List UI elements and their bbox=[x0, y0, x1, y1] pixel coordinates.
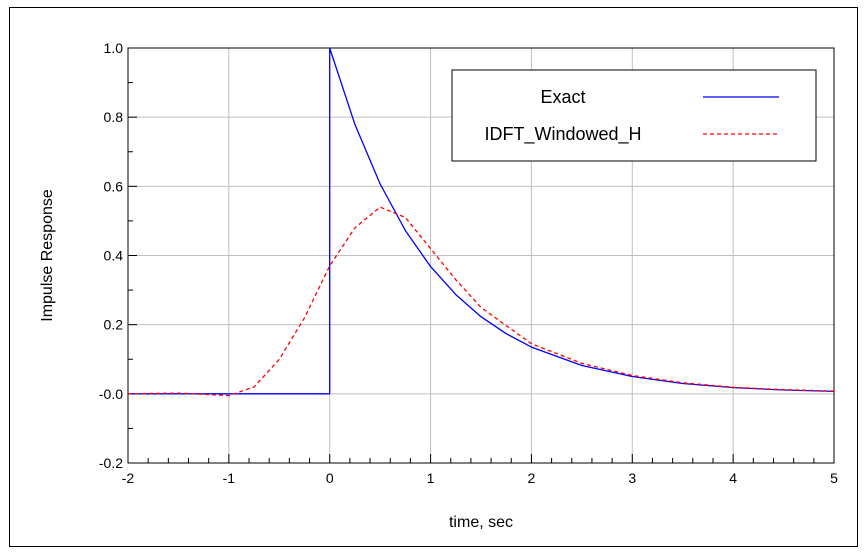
x-tick-label: 5 bbox=[830, 470, 838, 486]
x-tick-label: -2 bbox=[122, 470, 135, 486]
legend: Exact IDFT_Windowed_H bbox=[451, 69, 817, 162]
y-tick-label: 0.4 bbox=[104, 248, 124, 264]
tick-labels: -2 -1 0 1 2 3 4 5 -0.2 -0.0 0.2 0.4 0.6 0.8 1.0 bbox=[99, 40, 838, 486]
x-tick-label: 3 bbox=[628, 470, 636, 486]
x-axis-title: time, sec bbox=[449, 514, 513, 531]
series-layer bbox=[127, 47, 835, 397]
legend-box bbox=[451, 69, 817, 162]
y-tick-label: 0.2 bbox=[104, 317, 124, 333]
y-axis-title: Impulse Response bbox=[39, 189, 56, 322]
axis-ticks bbox=[127, 47, 835, 464]
y-tick-label: 1.0 bbox=[104, 40, 124, 56]
y-tick-label: 0.8 bbox=[104, 109, 124, 125]
x-tick-label: 1 bbox=[427, 470, 435, 486]
legend-label-idft-windowed-h: IDFT_Windowed_H bbox=[484, 124, 641, 145]
y-tick-label: -0.2 bbox=[99, 455, 123, 471]
y-tick-label: 0.6 bbox=[104, 178, 124, 194]
y-tick-label: -0.0 bbox=[99, 386, 123, 402]
x-tick-label: -1 bbox=[223, 470, 236, 486]
x-tick-label: 2 bbox=[528, 470, 536, 486]
x-tick-label: 0 bbox=[326, 470, 334, 486]
x-tick-label: 4 bbox=[729, 470, 737, 486]
legend-label-exact: Exact bbox=[540, 87, 585, 107]
series-line-idft-windowed-h bbox=[127, 206, 835, 397]
